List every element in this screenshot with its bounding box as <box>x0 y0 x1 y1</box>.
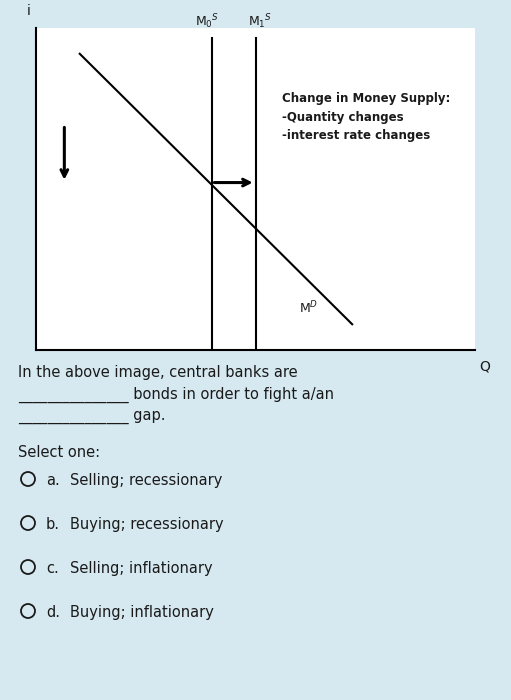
Text: _______________ gap.: _______________ gap. <box>18 409 166 424</box>
Text: Select one:: Select one: <box>18 445 100 460</box>
Text: Buying; inflationary: Buying; inflationary <box>70 605 214 620</box>
Text: Q: Q <box>480 360 491 374</box>
Text: M$_0$$^S$: M$_0$$^S$ <box>195 13 219 32</box>
Text: Selling; inflationary: Selling; inflationary <box>70 561 213 576</box>
Text: b.: b. <box>46 517 60 532</box>
Text: c.: c. <box>46 561 59 576</box>
Text: Buying; recessionary: Buying; recessionary <box>70 517 224 532</box>
Text: Selling; recessionary: Selling; recessionary <box>70 473 222 488</box>
Text: _______________ bonds in order to fight a/an: _______________ bonds in order to fight … <box>18 387 334 403</box>
Text: In the above image, central banks are: In the above image, central banks are <box>18 365 297 380</box>
Text: M$^D$: M$^D$ <box>299 300 319 316</box>
Text: d.: d. <box>46 605 60 620</box>
Text: i: i <box>27 4 31 18</box>
Text: Change in Money Supply:
-Quantity changes
-interest rate changes: Change in Money Supply: -Quantity change… <box>282 92 450 142</box>
Text: M$_1$$^S$: M$_1$$^S$ <box>248 13 272 32</box>
Text: a.: a. <box>46 473 60 488</box>
